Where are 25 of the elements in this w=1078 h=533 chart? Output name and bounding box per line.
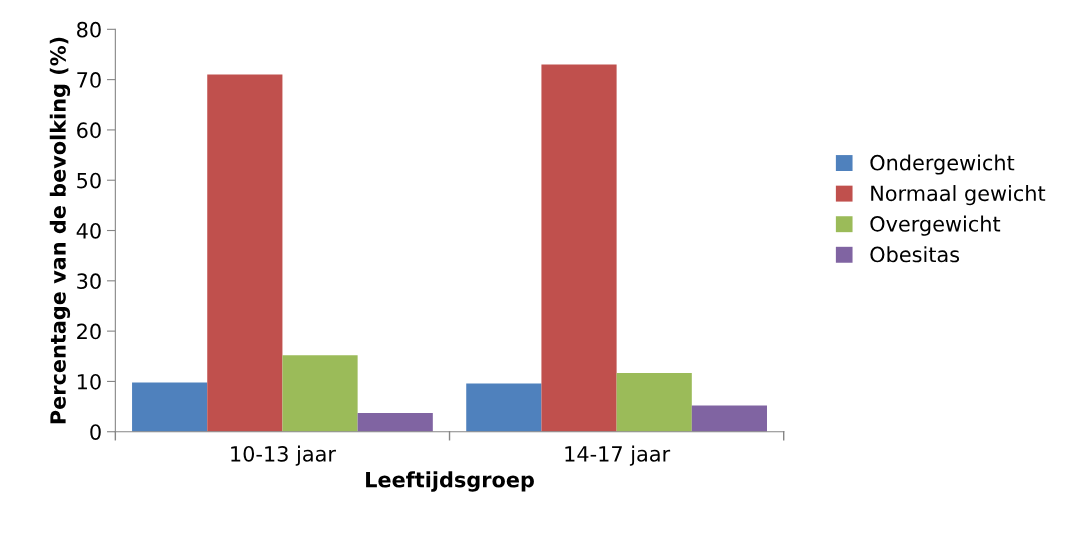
y-tick-label: 0 [90, 424, 101, 440]
bar [616, 372, 692, 432]
legend-label: Overgewicht [870, 215, 1001, 236]
bar [691, 405, 767, 432]
y-axis-title: Percentage van de bevolking (%) [49, 37, 71, 424]
y-tick-label: 70 [77, 72, 101, 88]
y-tick-label: 20 [77, 323, 101, 340]
bar [282, 355, 358, 432]
legend-label: Ondergewicht [870, 154, 1015, 175]
bar [541, 64, 617, 432]
y-tick-label: 10 [77, 373, 101, 390]
bar [132, 382, 208, 432]
legend-label: Obesitas [870, 246, 960, 263]
bar [466, 383, 542, 432]
x-tick-label: 14-17 jaar [565, 445, 671, 466]
y-tick-label: 30 [77, 273, 101, 290]
x-axis-title: Leeftijdsgroep [366, 471, 534, 492]
x-tick-label: 10-13 jaar [231, 445, 336, 466]
y-tick-label: 60 [77, 122, 101, 139]
bar [357, 413, 433, 432]
y-tick-label: 40 [76, 222, 101, 239]
y-tick-label: 80 [77, 21, 101, 38]
y-tick-label: 50 [77, 172, 101, 189]
legend-label: Normaal gewicht [871, 185, 1046, 206]
bar [207, 74, 283, 432]
